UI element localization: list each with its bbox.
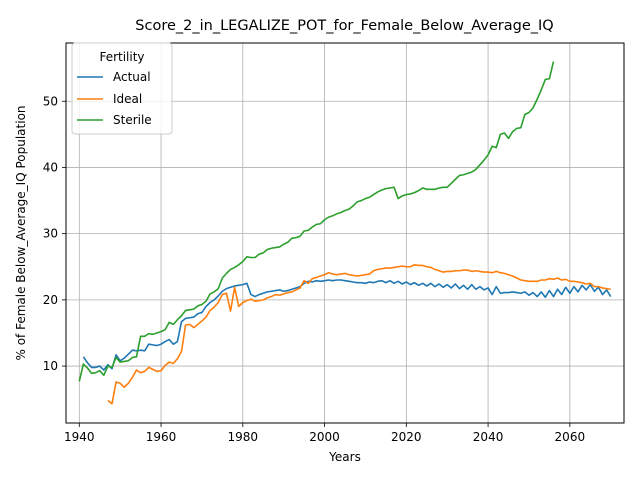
- axis-ticks: 1940 1960 1980 2000 2020 2040 2060 10 20 30 40 50: [43, 94, 585, 444]
- legend: Fertility Actual Ideal Sterile: [71, 42, 173, 135]
- chart-title: Score_2_in_LEGALIZE_POT_for_Female_Below…: [135, 18, 553, 34]
- legend-label-actual: Actual: [113, 70, 151, 84]
- x-tick-label: 2040: [473, 430, 504, 444]
- x-tick-label: 1960: [146, 430, 177, 444]
- series-line-ideal: [107, 263, 611, 405]
- y-axis-label: % of Female Below_Average_IQ Population: [14, 105, 28, 360]
- x-axis-label: Years: [328, 450, 361, 464]
- x-tick-label: 1940: [64, 430, 95, 444]
- legend-title: Fertility: [99, 50, 144, 64]
- y-tick-label: 40: [43, 160, 58, 174]
- legend-label-sterile: Sterile: [113, 113, 152, 127]
- x-tick-label: 2060: [555, 430, 586, 444]
- y-tick-label: 10: [43, 359, 58, 373]
- x-tick-label: 1980: [228, 430, 259, 444]
- series-line-actual: [82, 279, 612, 371]
- grid-lines: [66, 43, 624, 423]
- series-lines: [78, 61, 612, 405]
- y-tick-label: 20: [43, 293, 58, 307]
- legend-label-ideal: Ideal: [113, 92, 142, 106]
- plot-area-frame: [65, 42, 625, 424]
- x-tick-label: 2020: [391, 430, 422, 444]
- y-tick-label: 30: [43, 227, 58, 241]
- series-line-sterile: [78, 61, 555, 382]
- legend-box: [71, 42, 173, 135]
- y-tick-label: 50: [43, 94, 58, 108]
- x-tick-label: 2000: [309, 430, 340, 444]
